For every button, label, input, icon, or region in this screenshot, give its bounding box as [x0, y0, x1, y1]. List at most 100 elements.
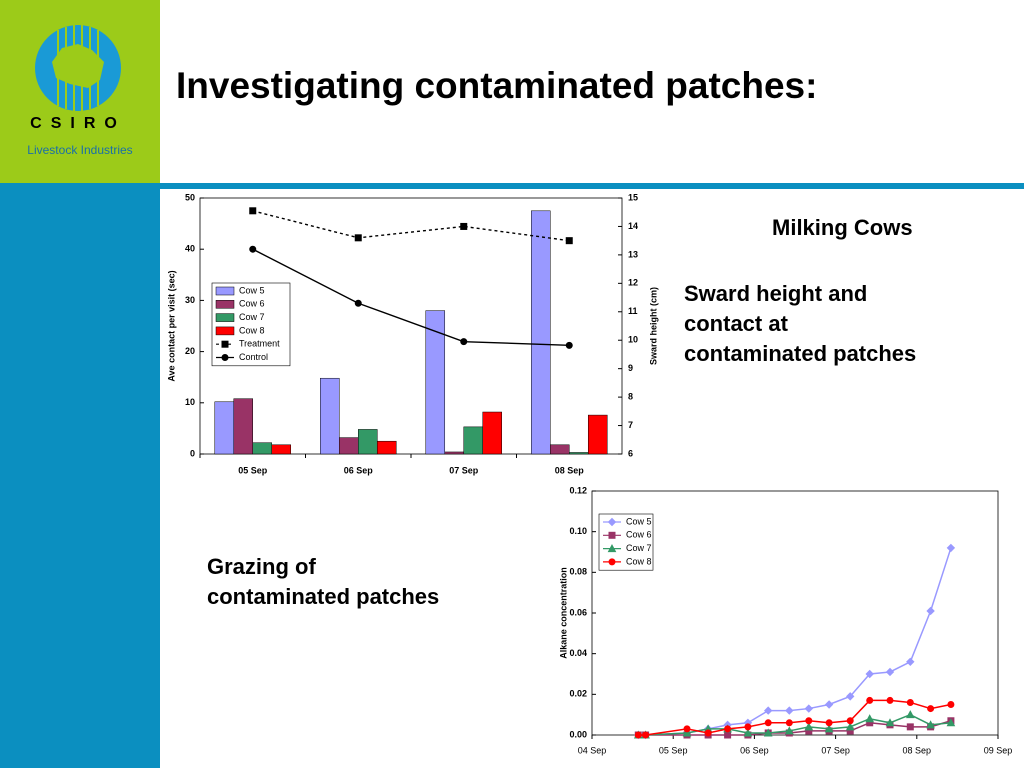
y-tick-label: 0.04	[569, 648, 587, 658]
y-tick-label: 0.06	[569, 607, 587, 617]
bar	[531, 210, 551, 455]
header-rule	[160, 183, 1024, 189]
marker	[764, 719, 772, 727]
marker	[763, 728, 773, 737]
caption-line: contaminated patches	[684, 341, 916, 366]
y-tick-label: 0.10	[569, 526, 587, 536]
bar	[271, 444, 291, 455]
series-line	[252, 210, 570, 242]
marker	[926, 606, 935, 616]
y-tick-label: 6	[628, 448, 633, 458]
logo-lines	[57, 25, 99, 111]
marker	[607, 517, 617, 527]
y-tick-label: 10	[185, 397, 195, 407]
marker	[565, 237, 573, 245]
marker	[743, 728, 753, 737]
marker	[565, 341, 573, 349]
y-tick-label: 30	[185, 295, 195, 305]
y-tick-label: 10	[628, 335, 638, 345]
marker	[804, 704, 814, 713]
y-tick-label: 7	[628, 420, 633, 430]
legend-label: Cow 8	[239, 325, 265, 335]
series-line	[638, 720, 952, 736]
x-tick-label: 08 Sep	[903, 745, 932, 755]
chart: 0.00 0.02 0.04 0.06 0.08 0.10 0.12 04 Sep 05 Sep…	[558, 485, 1012, 755]
bar	[358, 429, 378, 455]
y-tick-label: 11	[628, 306, 638, 316]
bar	[425, 310, 446, 455]
x-tick-label: 06 Sep	[344, 465, 374, 475]
marker	[249, 245, 257, 253]
legend-label: Cow 6	[626, 530, 652, 540]
marker	[608, 531, 616, 539]
legend-label: Cow 7	[239, 312, 265, 322]
y-tick-label: 0.08	[569, 567, 587, 577]
legend-box	[598, 513, 654, 571]
marker	[926, 720, 935, 729]
marker	[825, 719, 833, 727]
marker	[763, 706, 773, 715]
legend-swatch	[215, 326, 235, 336]
y-tick-label: 20	[185, 346, 195, 356]
marker	[946, 718, 956, 727]
legend-swatch	[215, 286, 235, 296]
marker	[886, 696, 894, 704]
marker	[805, 717, 813, 725]
marker	[885, 667, 895, 677]
caption: Grazing of contaminated patches	[207, 554, 439, 609]
y2-label: Sward height (cm)	[648, 287, 658, 365]
logo-subtitle: Livestock Industries	[27, 143, 132, 157]
marker	[683, 725, 691, 733]
marker	[905, 710, 915, 719]
y-tick-label: 40	[185, 244, 195, 254]
y-tick-label: 0.00	[569, 729, 587, 739]
legend-label: Cow 5	[239, 285, 265, 295]
bar	[233, 398, 253, 455]
bar	[587, 414, 608, 455]
marker	[785, 719, 793, 727]
marker	[221, 354, 229, 361]
y-tick-label: 0	[190, 448, 195, 458]
y-label: Alkane concentration	[558, 567, 568, 659]
marker	[744, 723, 752, 731]
y-tick-label: 12	[628, 278, 638, 288]
bar	[444, 451, 465, 455]
heading: Milking Cows	[772, 215, 913, 240]
bar	[320, 377, 340, 455]
x-tick-label: 07 Sep	[449, 465, 479, 475]
marker	[785, 706, 794, 715]
x-tick-label: 05 Sep	[238, 465, 268, 475]
marker	[460, 222, 468, 230]
marker	[927, 705, 935, 713]
marker	[607, 544, 617, 553]
marker	[354, 299, 362, 307]
legend-label: Cow 8	[626, 556, 652, 566]
y-tick-label: 9	[628, 363, 633, 373]
marker	[704, 729, 712, 737]
marker	[724, 731, 732, 739]
y-tick-label: 8	[628, 391, 633, 401]
marker	[885, 718, 895, 727]
bar	[252, 442, 272, 455]
series-line	[638, 699, 952, 736]
logo-text: CSIRO	[30, 115, 126, 132]
y-tick-label: 50	[185, 192, 195, 202]
sidebar	[0, 183, 160, 768]
legend-box	[211, 282, 291, 367]
marker	[724, 725, 732, 733]
legend-swatch	[215, 313, 235, 322]
x-tick-label: 05 Sep	[659, 745, 688, 755]
x-tick-label: 08 Sep	[555, 465, 585, 475]
y-tick-label: 13	[628, 249, 638, 259]
marker	[249, 207, 257, 215]
marker	[845, 722, 855, 731]
caption: Sward height and contact at contaminated p…	[684, 281, 916, 366]
bar	[569, 452, 589, 455]
x-tick-label: 04 Sep	[578, 745, 607, 755]
bar	[550, 444, 570, 455]
bar	[463, 426, 483, 455]
caption-line: contaminated patches	[207, 584, 439, 609]
marker	[846, 717, 854, 725]
bar	[482, 411, 502, 455]
marker	[784, 726, 794, 735]
